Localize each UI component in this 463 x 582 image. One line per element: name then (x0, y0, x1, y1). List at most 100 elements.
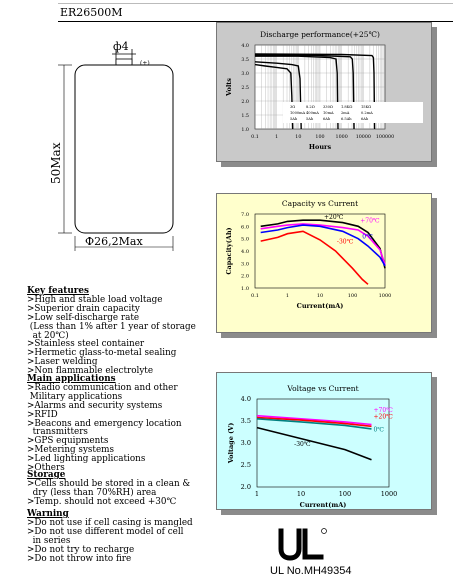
legend-cell: 0.2mA (361, 111, 373, 115)
x-axis-label: Hours (309, 143, 332, 151)
list-item: >RFID (27, 409, 58, 420)
series-line-4 (254, 53, 376, 130)
list-item: >Others (27, 463, 65, 474)
plot-area (256, 398, 390, 488)
list-item: Military applications (27, 391, 123, 402)
series-label: -30℃ (337, 239, 354, 246)
list-item: >Do not use if cell casing is mangled (27, 517, 193, 528)
y-tick-label: 6.0 (241, 224, 249, 230)
y-tick-label: 1.0 (241, 286, 249, 292)
x-tick-label: 0.1 (251, 293, 259, 299)
y-tick-label: 3.0 (241, 261, 249, 267)
list-item: >Alarms and security systems (27, 400, 163, 411)
y-tick-label: 1.5 (241, 113, 249, 119)
x-axis-label: Current(mA) (300, 501, 347, 509)
legend-cell: 6Ah (323, 117, 331, 121)
list-item: transmitters (27, 427, 88, 438)
height-dim-label: 50Max (49, 142, 63, 184)
series-label: +70℃ (360, 218, 380, 225)
x-tick-label: 1 (286, 293, 289, 299)
list-item: >Do not throw into fire (27, 553, 132, 564)
x-tick-label: 100 (315, 134, 324, 140)
storage-section: Storage >Cells should be stored in a cle… (27, 471, 190, 507)
main-applications-list: >Radio communication and other Military … (27, 384, 182, 473)
header-underline (58, 21, 453, 22)
series-line-3 (256, 426, 372, 461)
legend-table-bg (283, 102, 423, 123)
series-line-0 (254, 63, 294, 130)
x-tick-label: 0.1 (251, 134, 259, 140)
warning-list: >Do not use if cell casing is mangled >Do… (27, 519, 193, 564)
list-item: >GPS equipments (27, 436, 109, 447)
series-label: -30℃ (294, 441, 311, 448)
key-features-section: Key features >High and stable load volta… (27, 287, 196, 376)
series-line-2 (255, 55, 339, 130)
y-tick-label: 4.0 (241, 249, 249, 255)
legend-cell: 10mA (323, 111, 334, 115)
x-tick-label: 1 (255, 490, 259, 498)
list-item: >Do not use different model of cell (27, 526, 184, 537)
y-tick-label: 4.0 (241, 43, 249, 49)
legend-cell: 5Ah (290, 117, 298, 121)
y-tick-label: 2.0 (241, 483, 251, 491)
capacity-chart-panel: Capacity vs Current 1.0 2.0 3.0 4.0 5.0 6.0 7.0… (216, 193, 432, 333)
main-applications-section: Main applications >Radio communication a… (27, 375, 182, 473)
legend-cell: 6.5Ah (341, 117, 352, 121)
series-line-3 (260, 230, 369, 285)
capacity-chart: Capacity vs Current 1.0 2.0 3.0 4.0 5.0 6.0 7.0… (225, 199, 392, 310)
x-tick-label: 100 (348, 293, 358, 299)
series-line-2 (256, 418, 372, 430)
list-item: >Cells should be stored in a clean & (27, 478, 191, 489)
legend-cell: 1000mA (290, 111, 306, 115)
pin-dim-label: ф4 (113, 40, 129, 53)
legend-cell: 15KΩ (361, 105, 371, 109)
discharge-chart-panel: Discharge performance(+25℃) 1.0 1.5 2.0 2.5 3… (216, 22, 432, 162)
series-line-0 (256, 414, 372, 426)
y-tick-label: 2.5 (241, 85, 249, 91)
battery-body (74, 64, 174, 234)
y-tick-label: 7.0 (241, 212, 249, 218)
list-item: >Temp. should not exceed +30℃ (27, 496, 177, 507)
y-tick-label: 3.0 (241, 439, 251, 447)
series-line-0 (260, 219, 386, 269)
storage-title: Storage (27, 470, 66, 480)
list-item: >Metering systems (27, 445, 115, 456)
series-label: 0℃ (362, 234, 373, 241)
list-item: >Do not try to recharge (27, 544, 135, 555)
discharge-chart: Discharge performance(+25℃) 1.0 1.5 2.0 2.5 3… (225, 30, 423, 151)
y-tick-label: 2.0 (241, 99, 249, 105)
list-item: dry (less than 70%RH) area (27, 487, 157, 498)
series-line-1 (260, 223, 386, 265)
y-tick-label: 2.0 (241, 274, 249, 280)
y-axis-label: Volts (225, 78, 233, 97)
y-axis-label: Capacity(Ah) (225, 227, 233, 274)
battery-drawing: ф4 (+) 50Max Ф26,2Max (49, 40, 174, 251)
y-tick-label: 4.0 (241, 395, 251, 403)
legend-table: 3Ω 8.2Ω 330Ω 1.8KΩ 15KΩ 1000mA 400mA 10mA 2mA 0.2… (283, 102, 423, 123)
legend-cell: 8.2Ω (306, 105, 315, 109)
legend-cell: 3Ω (290, 105, 295, 109)
list-item: in series (27, 535, 71, 546)
x-tick-label: 1000 (379, 293, 392, 299)
list-item: >High and stable load voltage (27, 294, 163, 305)
voltage-chart: Voltage vs Current 2.0 2.5 3.0 3.5 4.0 1 10 100 1… (227, 384, 398, 509)
legend-cell: 400mA (306, 111, 319, 115)
y-tick-label: 3.5 (241, 417, 251, 425)
chart-title: Capacity vs Current (282, 199, 358, 208)
y-tick-label: 5.0 (241, 237, 249, 243)
ul-number: UL No.MH49354 (270, 565, 352, 577)
header-rule (58, 3, 453, 4)
voltage-chart-panel: Voltage vs Current 2.0 2.5 3.0 3.5 4.0 1 10 100 1… (216, 372, 432, 510)
list-item: >Beacons and emergency location (27, 418, 182, 429)
warning-section: Warning >Do not use if cell casing is ma… (27, 510, 193, 563)
diameter-dim-label: Ф26,2Max (85, 235, 143, 248)
y-tick-label: 1.0 (241, 127, 249, 133)
series-line-1 (254, 61, 302, 130)
storage-list: >Cells should be stored in a clean & dry… (27, 480, 190, 507)
legend-cell: 1.8KΩ (341, 105, 352, 109)
key-features-title: Key features (27, 286, 89, 296)
x-tick-label: 10 (297, 490, 305, 498)
x-axis-label: Current(mA) (297, 302, 344, 310)
x-tick-label: 1000 (381, 490, 398, 498)
y-tick-label: 3.0 (241, 71, 249, 77)
